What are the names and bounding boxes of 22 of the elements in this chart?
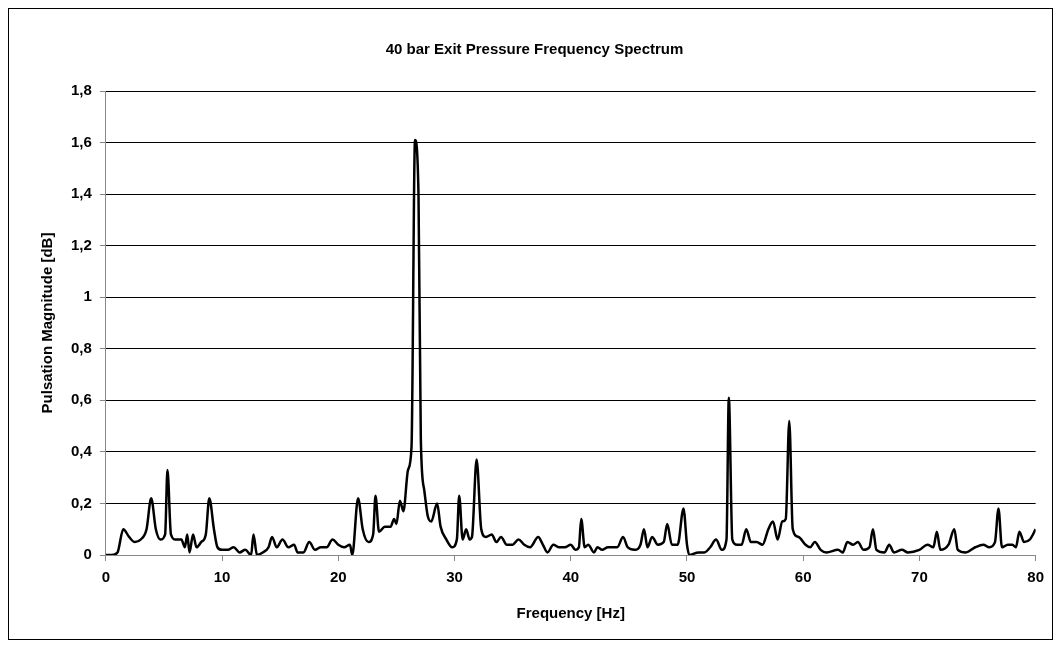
y-tick-label: 1,4 [70,184,93,202]
y-tick-label: 0,4 [70,442,93,460]
x-tick-label: 10 [213,568,231,586]
x-tick-label: 50 [678,568,696,586]
x-tick-label: 60 [794,568,812,586]
x-tick-label: 70 [911,568,928,586]
y-tick-label: 0,8 [70,338,92,356]
x-tick-label: 30 [446,568,463,586]
y-tick-label: 1 [83,287,92,305]
y-tick-label: 0,2 [70,493,92,511]
x-tick-label: 0 [101,568,111,586]
x-axis-title: Frequency [Hz] [516,604,625,622]
x-tick-label: 40 [562,568,580,586]
y-tick-label: 1,2 [70,235,92,253]
y-axis-title: Pulsation Magnitude [dB] [38,232,56,414]
y-tick-label: 1,8 [70,81,92,99]
chart-title: 40 bar Exit Pressure Frequency Spectrum [385,40,684,58]
y-tick-label: 1,6 [70,132,92,150]
y-tick-label: 0 [83,545,92,563]
y-tick-label: 0,6 [70,390,92,408]
x-tick-label: 20 [329,568,347,586]
x-tick-label: 80 [1027,568,1044,586]
